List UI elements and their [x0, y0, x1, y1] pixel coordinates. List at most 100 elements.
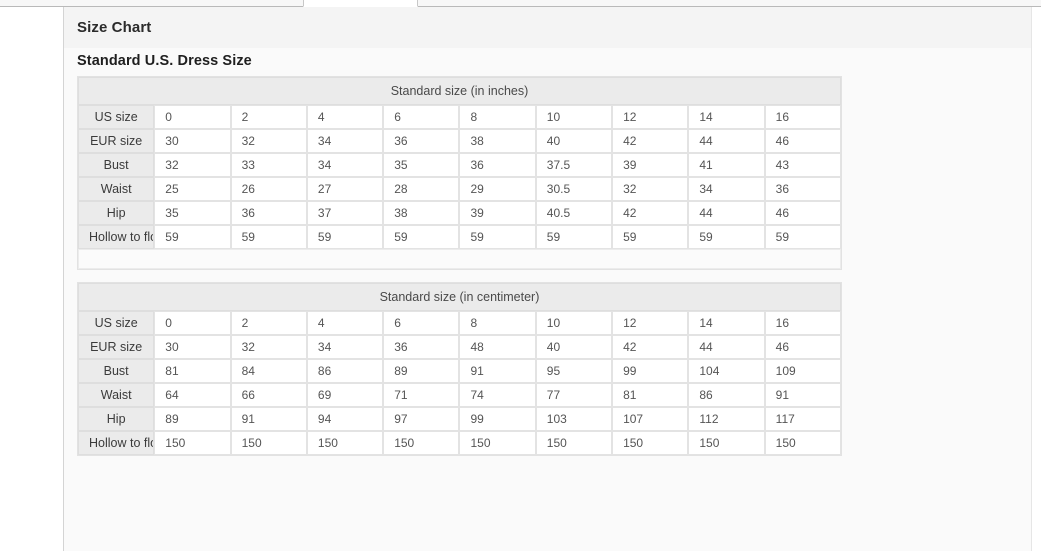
- row-label: EUR size: [78, 335, 155, 359]
- row-label: US size: [78, 105, 155, 129]
- cell: 107: [612, 407, 689, 431]
- cell: 42: [612, 129, 689, 153]
- cell: 150: [688, 431, 765, 455]
- cell: 39: [459, 201, 536, 225]
- cell: 71: [383, 383, 460, 407]
- cell: 30: [154, 335, 231, 359]
- cell: 103: [535, 407, 613, 431]
- cell: 43: [764, 153, 841, 177]
- cell: 36: [383, 129, 460, 153]
- cell: 150: [764, 431, 841, 455]
- cell: 41: [688, 153, 765, 177]
- cell: 40.5: [535, 201, 613, 225]
- table-row: US size 0 2 4 6 8 10 12 14 16: [78, 105, 841, 129]
- cell: 150: [535, 431, 613, 455]
- cell: 46: [764, 335, 841, 359]
- cell: 36: [383, 335, 460, 359]
- cell: 59: [306, 225, 384, 249]
- cell: 40: [535, 335, 613, 359]
- cell: 150: [612, 431, 689, 455]
- table-row: EUR size 30 32 34 36 38 40 42 44 46: [78, 129, 841, 153]
- table-row: Hip 89 91 94 97 99 103 107 112 117: [78, 407, 841, 431]
- browser-tab-strip: [0, 0, 1041, 7]
- cell: 32: [230, 335, 307, 359]
- table-spacer-row: [78, 249, 841, 269]
- cell: 86: [306, 359, 384, 383]
- row-label: Bust: [78, 153, 155, 177]
- cell: 89: [154, 407, 231, 431]
- size-table-inches: Standard size (in inches) US size 0 2 4 …: [77, 76, 842, 270]
- cell: 59: [764, 225, 841, 249]
- cell: 150: [459, 431, 536, 455]
- cell: 2: [230, 311, 307, 335]
- cell: 36: [230, 201, 307, 225]
- row-label: Waist: [78, 383, 155, 407]
- size-table-inches-body: Standard size (in inches) US size 0 2 4 …: [78, 77, 841, 269]
- cell: 91: [230, 407, 307, 431]
- cell: 12: [612, 105, 689, 129]
- size-table-centimeter: Standard size (in centimeter) US size 0 …: [77, 282, 842, 456]
- cell: 16: [764, 311, 841, 335]
- cell: 34: [306, 129, 384, 153]
- cell: 35: [383, 153, 460, 177]
- cell: 150: [154, 431, 231, 455]
- cell: 89: [383, 359, 460, 383]
- row-label: Hip: [78, 201, 155, 225]
- panel-body: Standard U.S. Dress Size Standard size (…: [64, 53, 1031, 456]
- cell: 99: [612, 359, 689, 383]
- cell: 59: [383, 225, 460, 249]
- cell: 10: [535, 311, 613, 335]
- cell: 150: [306, 431, 384, 455]
- cell: 91: [459, 359, 536, 383]
- browser-tab-active[interactable]: [303, 0, 418, 7]
- page-title: Size Chart: [77, 19, 152, 36]
- cell: 34: [306, 153, 384, 177]
- cell: 39: [612, 153, 689, 177]
- cell: 59: [612, 225, 689, 249]
- table-row: Waist 64 66 69 71 74 77 81 86 91: [78, 383, 841, 407]
- cell: 81: [154, 359, 231, 383]
- cell: 81: [612, 383, 689, 407]
- cell: 69: [306, 383, 384, 407]
- cell: 112: [688, 407, 765, 431]
- cell: 40: [535, 129, 613, 153]
- row-label: Bust: [78, 359, 155, 383]
- row-label: Hollow to floor: [78, 431, 155, 455]
- cell: 29: [459, 177, 536, 201]
- cell: 95: [535, 359, 613, 383]
- cell: 94: [306, 407, 384, 431]
- cell: 46: [764, 201, 841, 225]
- cell: 36: [764, 177, 841, 201]
- cell: 99: [459, 407, 536, 431]
- cell: 32: [230, 129, 307, 153]
- row-label: Hip: [78, 407, 155, 431]
- cell: 59: [535, 225, 613, 249]
- cell: 97: [383, 407, 460, 431]
- size-table-centimeter-body: Standard size (in centimeter) US size 0 …: [78, 283, 841, 455]
- cell: 42: [612, 201, 689, 225]
- cell: 34: [688, 177, 765, 201]
- table-caption-row: Standard size (in inches): [78, 77, 841, 105]
- cell: 36: [459, 153, 536, 177]
- cell: 59: [230, 225, 307, 249]
- cell: 10: [535, 105, 613, 129]
- cell: 8: [459, 311, 536, 335]
- row-label: Hollow to floor: [78, 225, 155, 249]
- table-row: Waist 25 26 27 28 29 30.5 32 34 36: [78, 177, 841, 201]
- cell: 0: [154, 105, 231, 129]
- cell: 27: [306, 177, 384, 201]
- cell: 30.5: [535, 177, 613, 201]
- cell: 12: [612, 311, 689, 335]
- cell: 42: [612, 335, 689, 359]
- row-label: EUR size: [78, 129, 155, 153]
- cell: 30: [154, 129, 231, 153]
- table-row: Hollow to floor 150 150 150 150 150 150 …: [78, 431, 841, 455]
- cell: 16: [764, 105, 841, 129]
- cell: 46: [764, 129, 841, 153]
- cell: 150: [230, 431, 307, 455]
- cell: 74: [459, 383, 536, 407]
- cell: 150: [383, 431, 460, 455]
- table-row: Hip 35 36 37 38 39 40.5 42 44 46: [78, 201, 841, 225]
- cell: 104: [688, 359, 765, 383]
- cell: 0: [154, 311, 231, 335]
